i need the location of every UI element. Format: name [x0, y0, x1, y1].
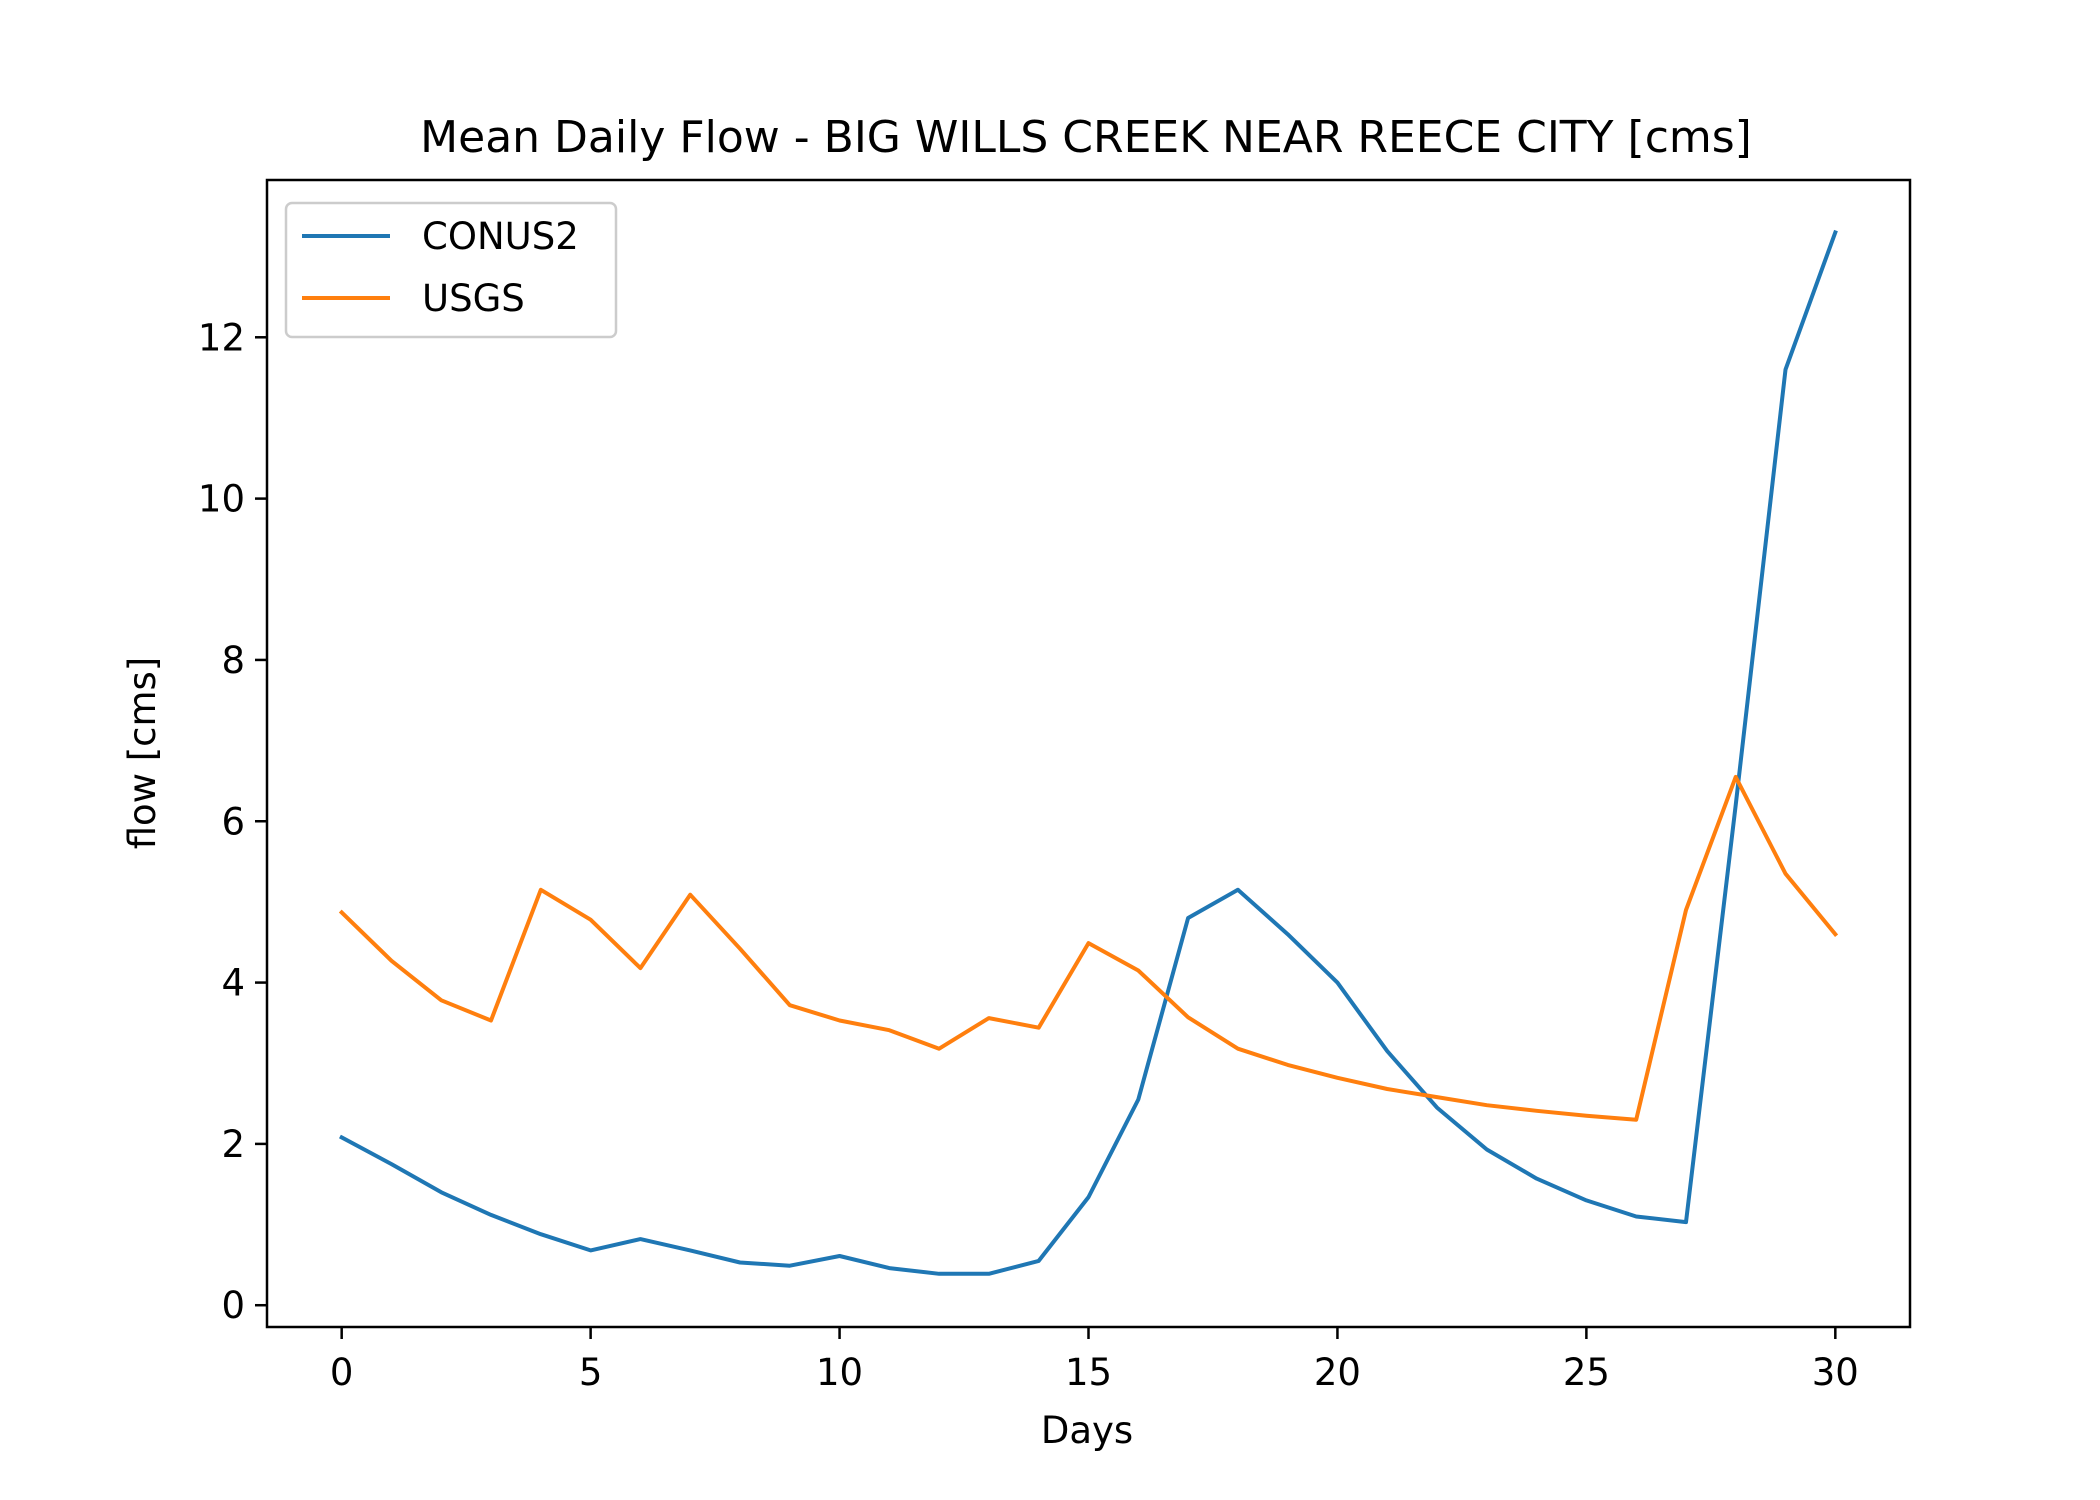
- plot-frame: [265, 178, 1912, 1329]
- chart-title: Mean Daily Flow - BIG WILLS CREEK NEAR R…: [420, 112, 1752, 163]
- y-tick-label: 6: [221, 800, 245, 843]
- y-tick-label: 8: [221, 639, 245, 682]
- x-axis-label: Days: [1041, 1409, 1133, 1452]
- legend-label-usgs: USGS: [422, 277, 525, 320]
- y-tick-label: 4: [221, 962, 245, 1005]
- x-tick-label: 30: [1812, 1351, 1859, 1394]
- x-tick-label: 0: [330, 1351, 354, 1394]
- y-axis-label: flow [cms]: [121, 657, 164, 850]
- x-tick-label: 10: [816, 1351, 863, 1394]
- y-tick-label: 0: [221, 1284, 245, 1327]
- series-layer: [338, 229, 1839, 1276]
- y-tick-label: 12: [198, 316, 245, 359]
- x-tick-label: 15: [1065, 1351, 1112, 1394]
- x-tick-label: 20: [1314, 1351, 1361, 1394]
- x-axis: 0 5 10 15 20 25 30: [330, 1327, 1859, 1394]
- y-tick-label: 10: [198, 478, 245, 521]
- series-line-usgs: [338, 774, 1839, 1122]
- y-tick-label: 2: [221, 1123, 245, 1166]
- x-tick-label: 25: [1563, 1351, 1610, 1394]
- legend: CONUS2 USGS: [284, 201, 618, 339]
- series-line-conus2: [338, 229, 1838, 1276]
- plot-area: [267, 180, 1910, 1327]
- x-tick-label: 5: [579, 1351, 603, 1394]
- legend-label-conus2: CONUS2: [422, 215, 579, 258]
- y-axis: 0 2 4 6 8 10 12: [198, 316, 267, 1327]
